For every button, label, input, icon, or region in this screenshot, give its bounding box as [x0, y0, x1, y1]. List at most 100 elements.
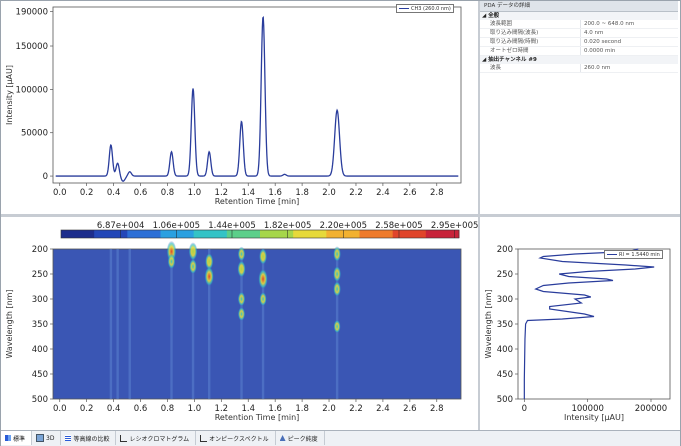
heatmap-spot	[259, 291, 267, 307]
colorbar-label: 1.06e+005	[153, 221, 201, 231]
heatmap-spot	[237, 291, 246, 307]
x-tick-label: 1.6	[268, 404, 282, 414]
y-tick-label: 200	[32, 245, 48, 255]
x-tick-label: 0.8	[161, 404, 175, 414]
collapse-icon[interactable]: ◢	[482, 13, 489, 19]
colorbar-segment	[425, 230, 460, 238]
x-tick-label: 0.2	[80, 188, 94, 198]
collapse-icon[interactable]: ◢	[482, 57, 489, 63]
property-key: 取り込み間隔(波長)	[480, 29, 581, 37]
y-tick-label: 450	[32, 370, 48, 380]
colorbar-segment	[260, 230, 294, 238]
chromatogram-trace	[55, 16, 459, 182]
x-tick-label: 2.6	[403, 404, 417, 414]
x-tick-label: 1.8	[295, 188, 309, 198]
pane-splitter-horizontal[interactable]	[1, 214, 680, 217]
tab-standard[interactable]: 標準	[1, 431, 33, 445]
view-tab-bar: 標準 3D 等高線の比較 レシオクロマトグラム オンピークスペクトル ピーク純度	[1, 430, 680, 446]
heatmap-streak	[240, 249, 243, 399]
tab-3d[interactable]: 3D	[32, 431, 62, 445]
cube-icon	[36, 434, 45, 442]
heatmap-spot	[333, 281, 342, 297]
chromatogram-pane: 0.0 0.2 0.4 0.6 0.8 1.0 1.2 1.4 1.6 1.8 2.0 2.2 2.4 2…	[1, 1, 478, 214]
spectrum-trace	[523, 248, 655, 399]
tab-peak-purity[interactable]: ピーク純度	[276, 431, 325, 445]
colorbar-label: 6.87e+004	[97, 221, 145, 231]
spectrum-legend-label: RI = 1.5440 min	[619, 251, 660, 258]
properties-panel: PDA データの詳細 ◢ 全般 波長範囲 200.0 ~ 648.0 nm 取り込…	[480, 1, 678, 214]
x-tick-label: 1.2	[215, 404, 229, 414]
compare-icon	[65, 435, 72, 441]
y-tick-label: 150000	[16, 42, 48, 52]
colorbar-frame	[60, 229, 460, 239]
heatmap-spot	[188, 242, 198, 261]
contour-plot[interactable]: 6.87e+004 1.06e+005 1.44e+005 1.82e+005 2.20…	[1, 217, 478, 430]
x-tick-label: 2.0	[322, 404, 336, 414]
property-key: 波長範囲	[480, 20, 581, 28]
x-tick-label: 2.0	[322, 188, 336, 198]
category-channel[interactable]: ◢ 抽出チャンネル #9	[480, 56, 678, 64]
x-tick-label: 0.2	[80, 404, 94, 414]
heatmap-spot	[167, 253, 176, 270]
y-tick-label: 450	[497, 370, 513, 380]
x-tick-label: 0	[522, 404, 527, 414]
heatmap-spot	[333, 319, 341, 334]
x-tick-label: 0.4	[107, 188, 121, 198]
contour-pane: 6.87e+004 1.06e+005 1.44e+005 1.82e+005 2.20…	[1, 217, 478, 430]
colorbar-label: 1.82e+005	[264, 221, 312, 231]
tab-label: 等高線の比較	[73, 435, 110, 443]
chromatogram-chart[interactable]: 0.0 0.2 0.4 0.6 0.8 1.0 1.2 1.4 1.6 1.8 2.0 2.2 2.4 2…	[1, 1, 478, 214]
heatmap-spot	[258, 248, 268, 265]
tab-label: オンピークスペクトル	[209, 435, 269, 443]
property-row[interactable]: 波長 260.0 nm	[480, 64, 678, 73]
heatmap-spot	[237, 260, 246, 278]
y-axis-label: Wavelength [nm]	[5, 289, 14, 358]
x-tick-label: 0.0	[53, 404, 67, 414]
legend-swatch	[607, 253, 617, 256]
properties-title: PDA データの詳細	[480, 1, 678, 12]
heatmap-streak	[128, 249, 131, 399]
property-row[interactable]: 取り込み間隔(波長) 4.0 nm	[480, 29, 678, 38]
category-general[interactable]: ◢ 全般	[480, 12, 678, 20]
colorbar-segment	[193, 230, 228, 238]
property-key: 取り込み間隔(時間)	[480, 38, 581, 46]
heatmap-spot	[237, 246, 246, 262]
tab-on-peak-spectrum[interactable]: オンピークスペクトル	[196, 431, 276, 445]
colorbar-label: 2.95e+005	[431, 221, 478, 231]
spectrum-legend: RI = 1.5440 min	[604, 250, 663, 259]
grid-icon	[5, 435, 11, 441]
heatmap-streak	[170, 249, 173, 399]
y-tick-label: 400	[32, 345, 48, 355]
y-tick-label: 300	[32, 295, 48, 305]
y-tick-label: 400	[497, 345, 513, 355]
spectrum-chart[interactable]: 0 100000 200000 200 250 300 350 400 450 500 Intens…	[480, 217, 679, 430]
colorbar-segment	[226, 230, 261, 238]
property-row[interactable]: 波長範囲 200.0 ~ 648.0 nm	[480, 20, 678, 29]
x-tick-label: 2.4	[376, 188, 390, 198]
heatmap-spot	[237, 306, 246, 322]
x-tick-label: 1.0	[188, 404, 202, 414]
colorbar-label: 2.20e+005	[320, 221, 368, 231]
x-tick-label: 1.4	[241, 404, 255, 414]
heatmap-spot	[204, 252, 214, 271]
chromatogram-legend: CH3 (260.0 nm)	[396, 4, 454, 13]
y-tick-label: 300	[497, 295, 513, 305]
property-row[interactable]: オートゼロ時間 0.0000 min	[480, 47, 678, 56]
tab-contour-compare[interactable]: 等高線の比較	[61, 431, 117, 445]
property-value: 0.0000 min	[584, 48, 616, 54]
x-tick-label: 0.8	[161, 188, 175, 198]
heatmap-streak	[191, 249, 195, 399]
y-tick-label: 500	[497, 395, 513, 405]
property-key: 波長	[480, 64, 581, 72]
tab-ratio-chromatogram[interactable]: レシオクロマトグラム	[116, 431, 197, 445]
heatmap-streak	[109, 249, 113, 399]
purity-icon	[279, 435, 286, 441]
x-tick-label: 0.0	[53, 188, 67, 198]
heatmap-spot	[333, 266, 342, 282]
x-tick-label: 100000	[571, 404, 603, 414]
y-tick-label: 50000	[21, 129, 48, 139]
property-row[interactable]: 取り込み間隔(時間) 0.020 second	[480, 38, 678, 47]
x-tick-label: 2.2	[349, 404, 363, 414]
colorbar-segment	[127, 230, 161, 238]
tab-label: 標準	[13, 435, 26, 443]
